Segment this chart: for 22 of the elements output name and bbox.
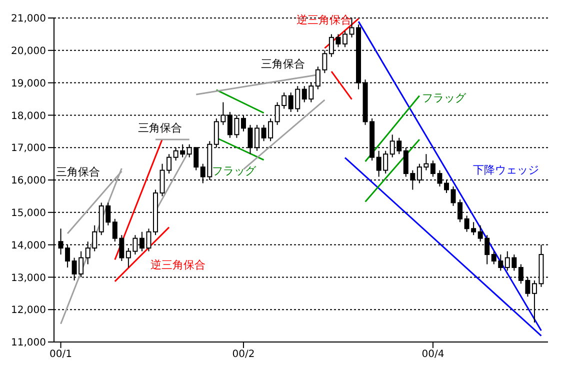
- y-tick-label: 20,000: [11, 46, 46, 57]
- annotation: フラッグ: [422, 92, 466, 104]
- x-tick-label: 00/2: [232, 349, 255, 360]
- y-tick-label: 19,000: [11, 78, 46, 90]
- x-tick-label: 00/4: [422, 349, 444, 360]
- y-tick-label: 13,000: [11, 272, 46, 284]
- annotation: フラッグ: [212, 164, 256, 178]
- annotation: 三角保合: [138, 122, 182, 134]
- y-tick-label: 17,000: [11, 143, 46, 154]
- y-tick-label: 18,000: [11, 110, 46, 122]
- annotation: 下降ウェッジ: [473, 164, 539, 176]
- y-tick-label: 21,000: [11, 14, 46, 25]
- y-tick-label: 12,000: [11, 305, 46, 316]
- annotation: 三角保合: [261, 58, 305, 70]
- y-tick-label: 15,000: [11, 208, 46, 219]
- y-tick-label: 16,000: [11, 176, 46, 187]
- x-tick-label: 00/1: [50, 349, 72, 360]
- annotation: 三角保合: [56, 166, 100, 178]
- annotation: 逆三角保合: [296, 14, 352, 26]
- y-tick-label: 14,000: [11, 240, 46, 252]
- y-tick-label: 11,000: [11, 338, 46, 349]
- annotation: 逆三角保合: [150, 258, 206, 272]
